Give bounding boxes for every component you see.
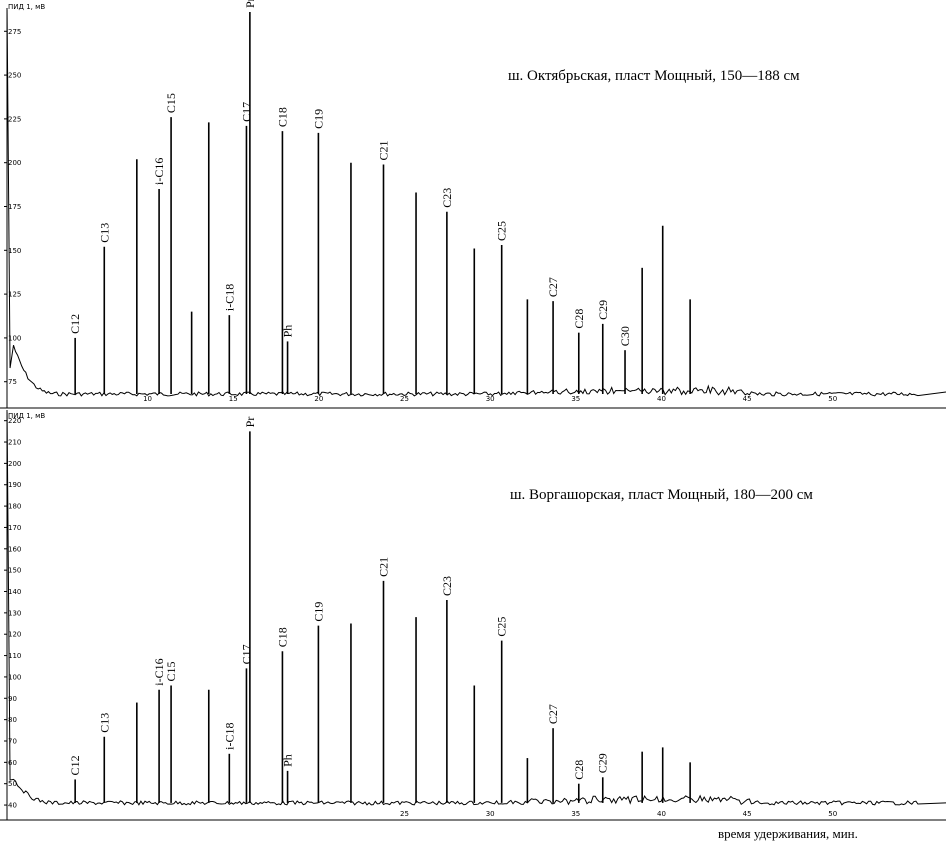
peak-label: C27: [546, 277, 560, 297]
y-tick-label: 250: [8, 72, 21, 80]
x-tick-label: 30: [486, 395, 495, 403]
x-tick-label: 50: [828, 395, 837, 403]
y-tick-label: 210: [8, 439, 21, 447]
y-tick-label: 150: [8, 247, 21, 255]
x-tick-label: 20: [314, 395, 323, 403]
y-tick-label: 50: [8, 780, 17, 788]
y-tick-label: 190: [8, 481, 21, 489]
peak-label: C19: [311, 109, 325, 129]
peak-label: C21: [376, 557, 390, 577]
peak-label: C28: [572, 760, 586, 780]
y-tick-label: 200: [8, 159, 21, 167]
x-tick-label: 35: [571, 395, 580, 403]
peak-label: i-C16: [152, 158, 166, 185]
y-tick-label: 60: [8, 759, 17, 767]
peak-label: C27: [546, 704, 560, 724]
x-tick-label: 40: [657, 810, 666, 818]
y-tick-label: 90: [8, 695, 17, 703]
y-tick-label: 275: [8, 28, 21, 36]
peak-label: C18: [275, 627, 289, 647]
y-tick-label: 125: [8, 291, 21, 299]
peak-label: Ph: [281, 325, 295, 338]
y-tick-label: 70: [8, 737, 17, 745]
peak-label: C12: [68, 755, 82, 775]
peak-label: C12: [68, 314, 82, 334]
x-tick-label: 25: [400, 395, 409, 403]
y-tick-label: 100: [8, 673, 21, 681]
peak-label: C19: [311, 602, 325, 622]
peak-label: C25: [495, 221, 509, 241]
peak-label: C17: [239, 644, 253, 664]
x-tick-label: 50: [828, 810, 837, 818]
y-tick-label: 140: [8, 588, 21, 596]
x-tick-label: 30: [486, 810, 495, 818]
y-axis-title-bottom: ПИД 1, мВ: [8, 412, 45, 420]
peak-label: i-C16: [152, 658, 166, 685]
y-tick-label: 170: [8, 524, 21, 532]
peak-label: C13: [97, 713, 111, 733]
x-tick-label: 25: [400, 810, 409, 818]
x-tick-label: 40: [657, 395, 666, 403]
y-tick-label: 150: [8, 567, 21, 575]
chart-title-top: ш. Октябрьская, пласт Мощный, 150—188 см: [508, 68, 800, 84]
y-tick-label: 200: [8, 460, 21, 468]
y-tick-label: 220: [8, 417, 21, 425]
y-tick-label: 130: [8, 609, 21, 617]
peak-label: C30: [618, 326, 632, 346]
x-tick-label: 45: [743, 395, 752, 403]
x-tick-label: 35: [571, 810, 580, 818]
peak-label: Ph: [281, 754, 295, 767]
baseline-trace: [6, 411, 946, 806]
peak-label: C29: [596, 300, 610, 320]
y-tick-label: 225: [8, 115, 21, 123]
y-tick-label: 175: [8, 203, 21, 211]
x-tick-label: 45: [743, 810, 752, 818]
peak-label: C28: [572, 309, 586, 329]
peak-label: Pr: [243, 417, 257, 428]
peak-label: i-C18: [222, 722, 236, 749]
y-tick-label: 100: [8, 334, 21, 342]
y-tick-label: 110: [8, 652, 21, 660]
peak-label: C17: [239, 102, 253, 122]
x-tick-label: 10: [143, 395, 152, 403]
y-tick-label: 40: [8, 802, 17, 810]
y-tick-label: 180: [8, 503, 21, 511]
chart-panel-top: ПИД 1, мВ ш. Октябрьская, пласт Мощный, …: [4, 0, 946, 408]
peak-label: C23: [440, 576, 454, 596]
y-tick-label: 120: [8, 631, 21, 639]
peak-label: C25: [495, 617, 509, 637]
peak-label: C23: [440, 188, 454, 208]
peak-label: C15: [164, 661, 178, 681]
peak-label: C15: [164, 93, 178, 113]
peak-label: C21: [376, 140, 390, 160]
y-axis-title-top: ПИД 1, мВ: [8, 3, 45, 11]
baseline-trace: [6, 9, 946, 397]
peak-label: i-C18: [222, 284, 236, 311]
x-axis-title: время удерживания, мин.: [718, 826, 858, 841]
y-tick-label: 160: [8, 545, 21, 553]
peak-label: C29: [596, 753, 610, 773]
y-tick-label: 75: [8, 378, 17, 386]
chart-panel-bottom: ПИД 1, мВ ш. Воргашорская, пласт Мощный,…: [4, 410, 946, 820]
x-tick-label: 15: [229, 395, 238, 403]
peak-label: Pr: [243, 0, 257, 8]
y-tick-label: 80: [8, 716, 17, 724]
peak-label: C18: [275, 107, 289, 127]
chart-title-bottom: ш. Воргашорская, пласт Мощный, 180—200 с…: [510, 487, 813, 503]
peak-label: C13: [97, 223, 111, 243]
